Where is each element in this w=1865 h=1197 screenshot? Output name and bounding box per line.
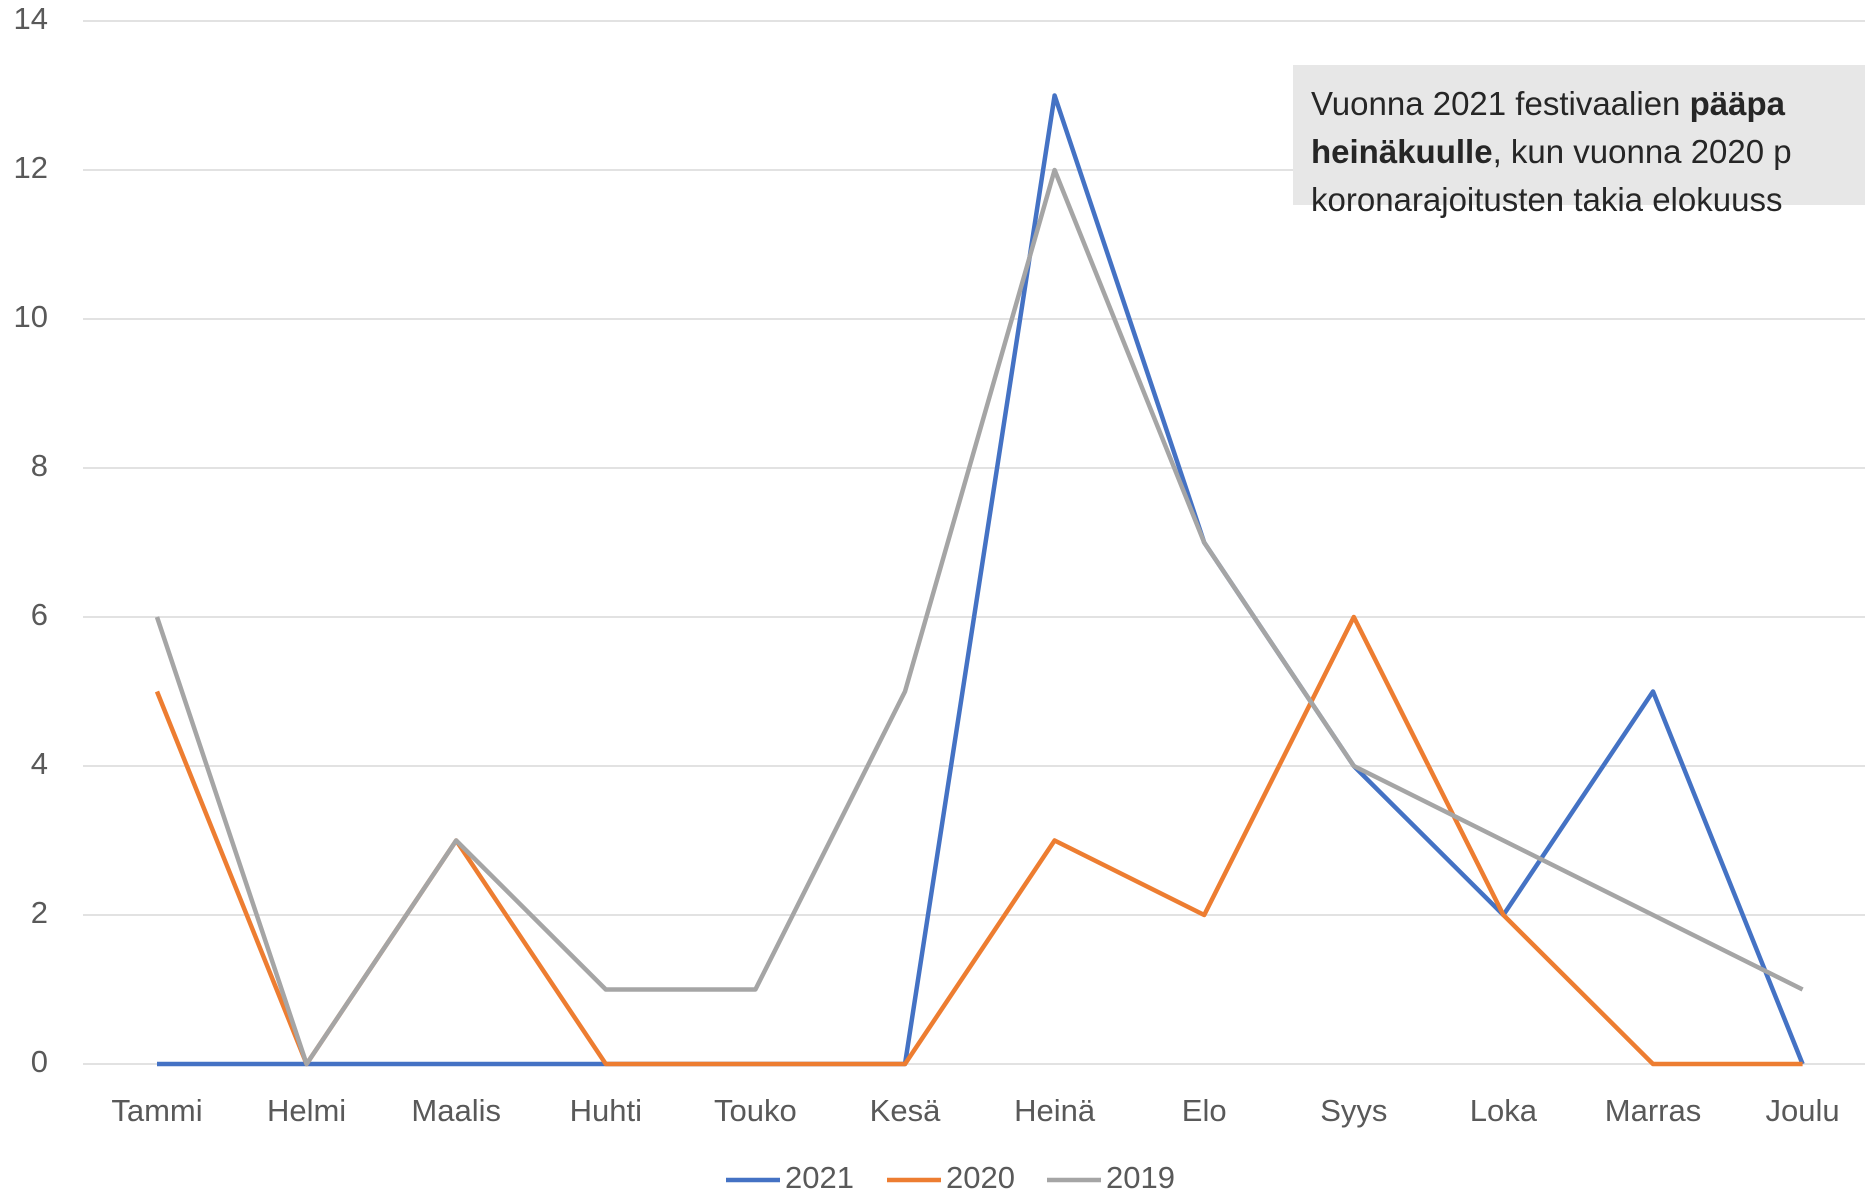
- annotation-segment: Vuonna 2021 festivaalien: [1311, 85, 1690, 122]
- x-tick-label: Syys: [1320, 1093, 1387, 1128]
- x-tick-label: Kesä: [870, 1093, 941, 1128]
- x-tick-label: Joulu: [1766, 1093, 1840, 1128]
- annotation-box: [1293, 65, 1865, 205]
- x-tick-label: Maalis: [411, 1093, 501, 1128]
- y-tick-label: 4: [31, 746, 48, 781]
- y-tick-label: 14: [14, 1, 48, 36]
- y-tick-label: 10: [14, 299, 48, 334]
- x-tick-label: Helmi: [267, 1093, 346, 1128]
- y-tick-label: 2: [31, 895, 48, 930]
- x-tick-label: Touko: [714, 1093, 797, 1128]
- data-line: [157, 93, 1805, 1067]
- legend-label: 2019: [1106, 1160, 1175, 1195]
- annotation-segment: koronarajoitusten takia elokuuss: [1311, 181, 1782, 218]
- annotation-segment: pääpa: [1690, 85, 1786, 122]
- y-tick-label: 0: [31, 1044, 48, 1079]
- y-tick-label: 6: [31, 597, 48, 632]
- annotation-segment: heinäkuulle: [1311, 133, 1493, 170]
- x-tick-label: Heinä: [1014, 1093, 1096, 1128]
- legend-label: 2020: [946, 1160, 1015, 1195]
- x-tick-label: Huhti: [570, 1093, 642, 1128]
- y-tick-label: 8: [31, 448, 48, 483]
- x-tick-label: Elo: [1182, 1093, 1227, 1128]
- annotation-text: Vuonna 2021 festivaalien pääpa: [1311, 85, 1786, 122]
- legend-label: 2021: [785, 1160, 854, 1195]
- annotation-text: koronarajoitusten takia elokuuss: [1311, 181, 1782, 218]
- x-tick-label: Loka: [1470, 1093, 1538, 1128]
- x-tick-label: Tammi: [111, 1093, 202, 1128]
- annotation-segment: , kun vuonna 2020 p: [1493, 133, 1792, 170]
- data-line: [154, 167, 1804, 1067]
- annotation-text: heinäkuulle, kun vuonna 2020 p: [1311, 133, 1792, 170]
- y-tick-label: 12: [14, 150, 48, 185]
- x-tick-label: Marras: [1605, 1093, 1701, 1128]
